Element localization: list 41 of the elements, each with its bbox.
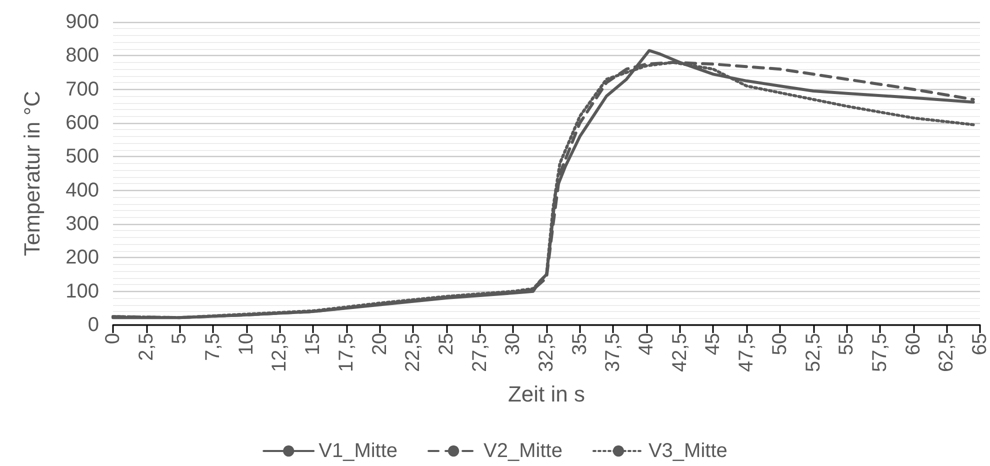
y-tick-label: 900 — [66, 11, 99, 33]
y-tick-label: 500 — [66, 146, 99, 168]
x-tick-label: 50 — [768, 333, 791, 356]
x-tick-label: 5 — [168, 333, 191, 344]
y-tick-label: 800 — [66, 44, 99, 67]
y-tick-label: 300 — [66, 213, 99, 235]
legend-label: V3_Mitte — [648, 440, 728, 462]
x-axis-title: Zeit in s — [508, 382, 586, 406]
y-tick-label: 100 — [66, 280, 99, 302]
x-tick-label: 32,5 — [536, 333, 558, 372]
x-tick-label: 52,5 — [802, 333, 824, 372]
y-axis-title: Temperatur in °C — [20, 90, 44, 256]
x-tick-label: 37,5 — [602, 333, 624, 372]
x-tick-label: 20 — [368, 333, 391, 356]
x-tick-label: 47,5 — [736, 333, 758, 372]
x-tick-label: 60 — [902, 333, 924, 356]
x-tick-label: 10 — [235, 333, 258, 356]
x-tick-label: 12,5 — [268, 333, 291, 372]
x-tick-label: 35 — [568, 333, 591, 356]
x-tick-label: 7,5 — [202, 333, 224, 361]
x-tick-label: 30 — [502, 333, 524, 356]
x-tick-label: 15 — [302, 333, 324, 356]
y-tick-label: 400 — [66, 179, 99, 202]
y-tick-label: 600 — [66, 112, 99, 134]
x-tick-label: 17,5 — [335, 333, 358, 372]
y-tick-label: 700 — [66, 78, 99, 100]
x-tick-label: 62,5 — [936, 333, 958, 372]
x-tick-label: 2,5 — [135, 333, 158, 361]
x-tick-label: 65 — [969, 333, 990, 356]
x-tick-label: 45 — [702, 333, 724, 356]
x-tick-label: 27,5 — [468, 333, 491, 372]
x-tick-label: 22,5 — [402, 333, 424, 372]
legend-label: V1_Mitte — [318, 440, 398, 462]
x-tick-label: 55 — [836, 333, 858, 356]
x-tick-label: 42,5 — [668, 333, 691, 372]
x-tick-label: 0 — [102, 333, 124, 344]
y-tick-label: 200 — [66, 246, 99, 269]
x-tick-label: 57,5 — [868, 333, 891, 372]
legend-label: V2_Mitte — [484, 440, 562, 462]
x-tick-label: 25 — [435, 333, 458, 356]
x-tick-label: 40 — [636, 333, 658, 356]
